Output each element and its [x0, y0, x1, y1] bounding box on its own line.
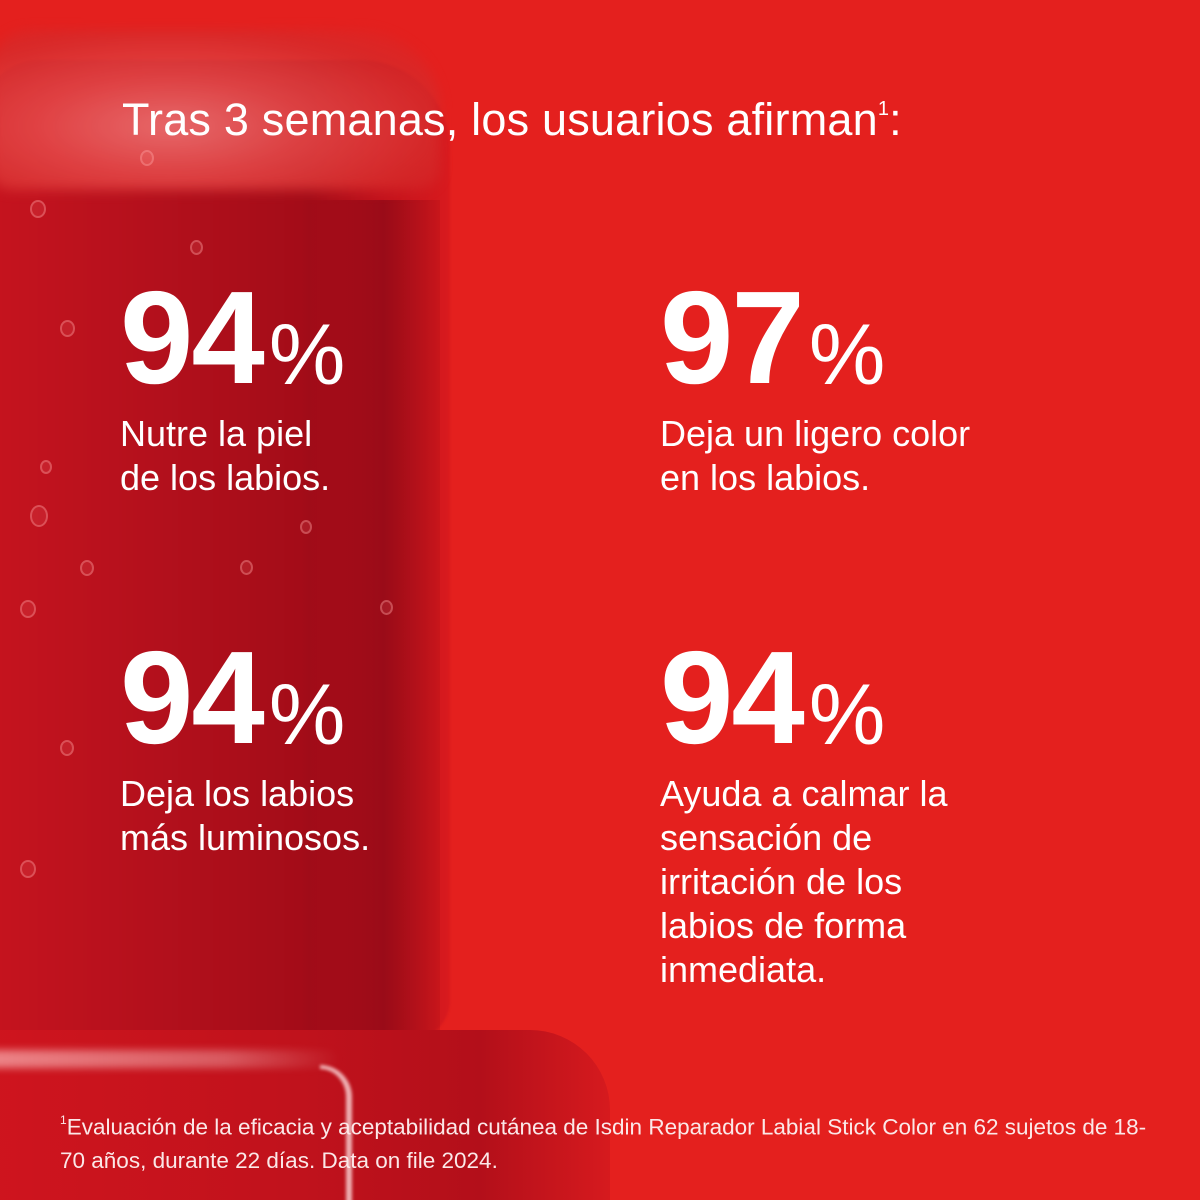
stat-value: 97 — [660, 264, 805, 411]
base-rim-highlight — [0, 1050, 340, 1068]
water-droplet — [20, 860, 36, 878]
percent-sign: % — [268, 666, 346, 763]
stat-value: 94 — [660, 624, 805, 771]
footnote-text: Evaluación de la eficacia y aceptabilida… — [60, 1114, 1147, 1173]
stat-label: Nutre la piel de los labios. — [120, 413, 331, 499]
stat-luminous: 94 % Deja los labios más luminosos. — [120, 624, 371, 860]
stat-number: 94 % — [120, 264, 346, 411]
water-droplet — [20, 600, 36, 618]
stat-soothes-irritation: 94 % Ayuda a calmar la sensación de irri… — [660, 624, 948, 992]
stat-value: 94 — [120, 624, 265, 771]
stat-nourishes: 94 % Nutre la piel de los labios. — [120, 264, 346, 500]
percent-sign: % — [268, 306, 346, 403]
stat-value: 94 — [120, 264, 265, 411]
headline: Tras 3 semanas, los usuarios afirman1: — [122, 94, 902, 146]
percent-sign: % — [808, 666, 886, 763]
percent-sign: % — [808, 306, 886, 403]
headline-suffix: : — [889, 94, 902, 145]
footnote: 1Evaluación de la eficacia y aceptabilid… — [60, 1106, 1160, 1177]
water-droplet — [60, 740, 74, 756]
headline-footnote-marker: 1 — [877, 98, 890, 120]
water-droplet — [40, 460, 52, 474]
stat-number: 97 % — [660, 264, 970, 411]
stick-shadow — [300, 200, 440, 1040]
water-droplet — [380, 600, 393, 615]
water-droplet — [80, 560, 94, 576]
headline-text: Tras 3 semanas, los usuarios afirman — [122, 94, 878, 145]
stick-tip-highlight — [0, 30, 440, 190]
stat-number: 94 % — [120, 624, 370, 771]
water-droplet — [30, 505, 48, 527]
water-droplet — [60, 320, 75, 337]
water-droplet — [300, 520, 312, 534]
footnote-marker: 1 — [60, 1113, 67, 1127]
water-droplet — [140, 150, 154, 166]
stat-light-color: 97 % Deja un ligero color en los labios. — [660, 264, 971, 500]
stat-label: Deja un ligero color en los labios. — [660, 413, 971, 499]
water-droplet — [240, 560, 253, 575]
stat-number: 94 % — [660, 624, 948, 771]
water-droplet — [190, 240, 203, 255]
stat-label: Ayuda a calmar la sensación de irritació… — [660, 773, 948, 991]
stat-label: Deja los labios más luminosos. — [120, 773, 371, 859]
water-droplet — [30, 200, 46, 218]
